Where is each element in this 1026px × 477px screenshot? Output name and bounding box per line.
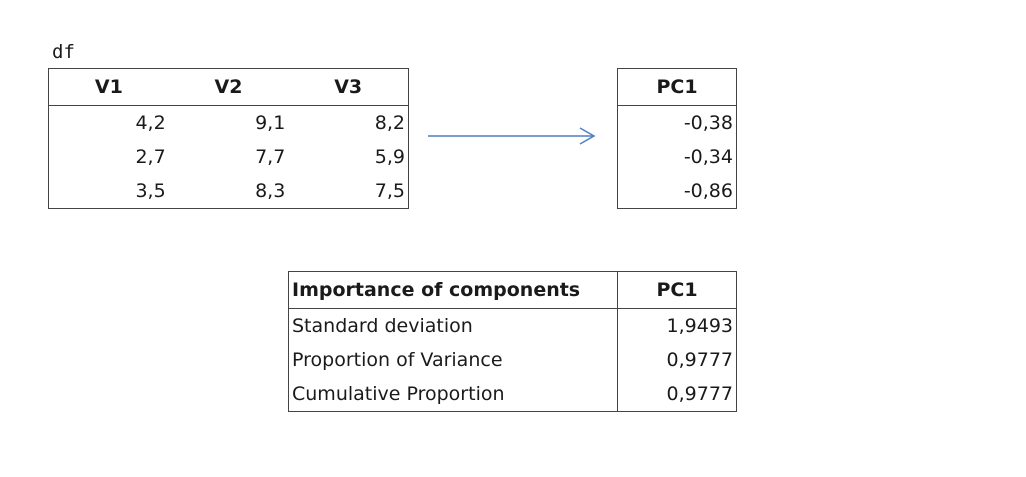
importance-row-label: Proportion of Variance — [288, 343, 618, 377]
table-row: -0,38 — [618, 106, 737, 141]
pc-column-header: PC1 — [656, 76, 698, 98]
df-header-row: V1 V2 V3 — [48, 69, 409, 106]
df-table: V1 V2 V3 4,2 9,1 8,2 2,7 7,7 5,9 3,5 8,3… — [48, 68, 409, 209]
importance-row-label: Standard deviation — [288, 308, 618, 343]
df-cell: 2,7 — [135, 146, 166, 168]
importance-row-value: 0,9777 — [666, 383, 733, 405]
table-row: 4,2 9,1 8,2 — [49, 106, 409, 141]
df-cell: 5,9 — [374, 146, 405, 168]
importance-table: Importance of components PC1 Standard de… — [288, 271, 737, 412]
importance-row-value: 0,9777 — [666, 349, 733, 371]
importance-row-value: 1,9493 — [666, 315, 733, 337]
table-row: 2,7 7,7 5,9 — [49, 140, 409, 174]
table-row: -0,34 — [618, 140, 737, 174]
table-row: 3,5 8,3 7,5 — [49, 174, 409, 209]
df-column-header: V2 — [214, 76, 243, 98]
table-row: Proportion of Variance 0,9777 — [288, 343, 737, 377]
table-row: Cumulative Proportion 0,9777 — [288, 377, 737, 412]
importance-row-label: Cumulative Proportion — [288, 377, 618, 412]
df-cell: 7,5 — [374, 180, 405, 202]
pc-cell: -0,38 — [683, 112, 733, 134]
df-cell: 8,3 — [255, 180, 286, 202]
table-row: Standard deviation 1,9493 — [288, 308, 737, 343]
df-cell: 8,2 — [374, 112, 405, 134]
pc-cell: -0,86 — [683, 180, 733, 202]
df-cell: 9,1 — [255, 112, 286, 134]
pc-header-row: PC1 — [617, 69, 737, 106]
df-cell: 4,2 — [135, 112, 166, 134]
table-row: -0,86 — [618, 174, 737, 209]
importance-header-row: Importance of components PC1 — [288, 271, 737, 309]
df-column-header: V3 — [334, 76, 363, 98]
df-label: df — [52, 41, 75, 63]
importance-pc-header: PC1 — [656, 279, 698, 301]
right-arrow-icon — [428, 127, 596, 145]
df-cell: 7,7 — [255, 146, 286, 168]
pc-table: PC1 -0,38 -0,34 -0,86 — [617, 68, 737, 209]
importance-header: Importance of components — [288, 271, 618, 309]
pc-cell: -0,34 — [683, 146, 733, 168]
df-cell: 3,5 — [135, 180, 166, 202]
df-column-header: V1 — [94, 76, 123, 98]
